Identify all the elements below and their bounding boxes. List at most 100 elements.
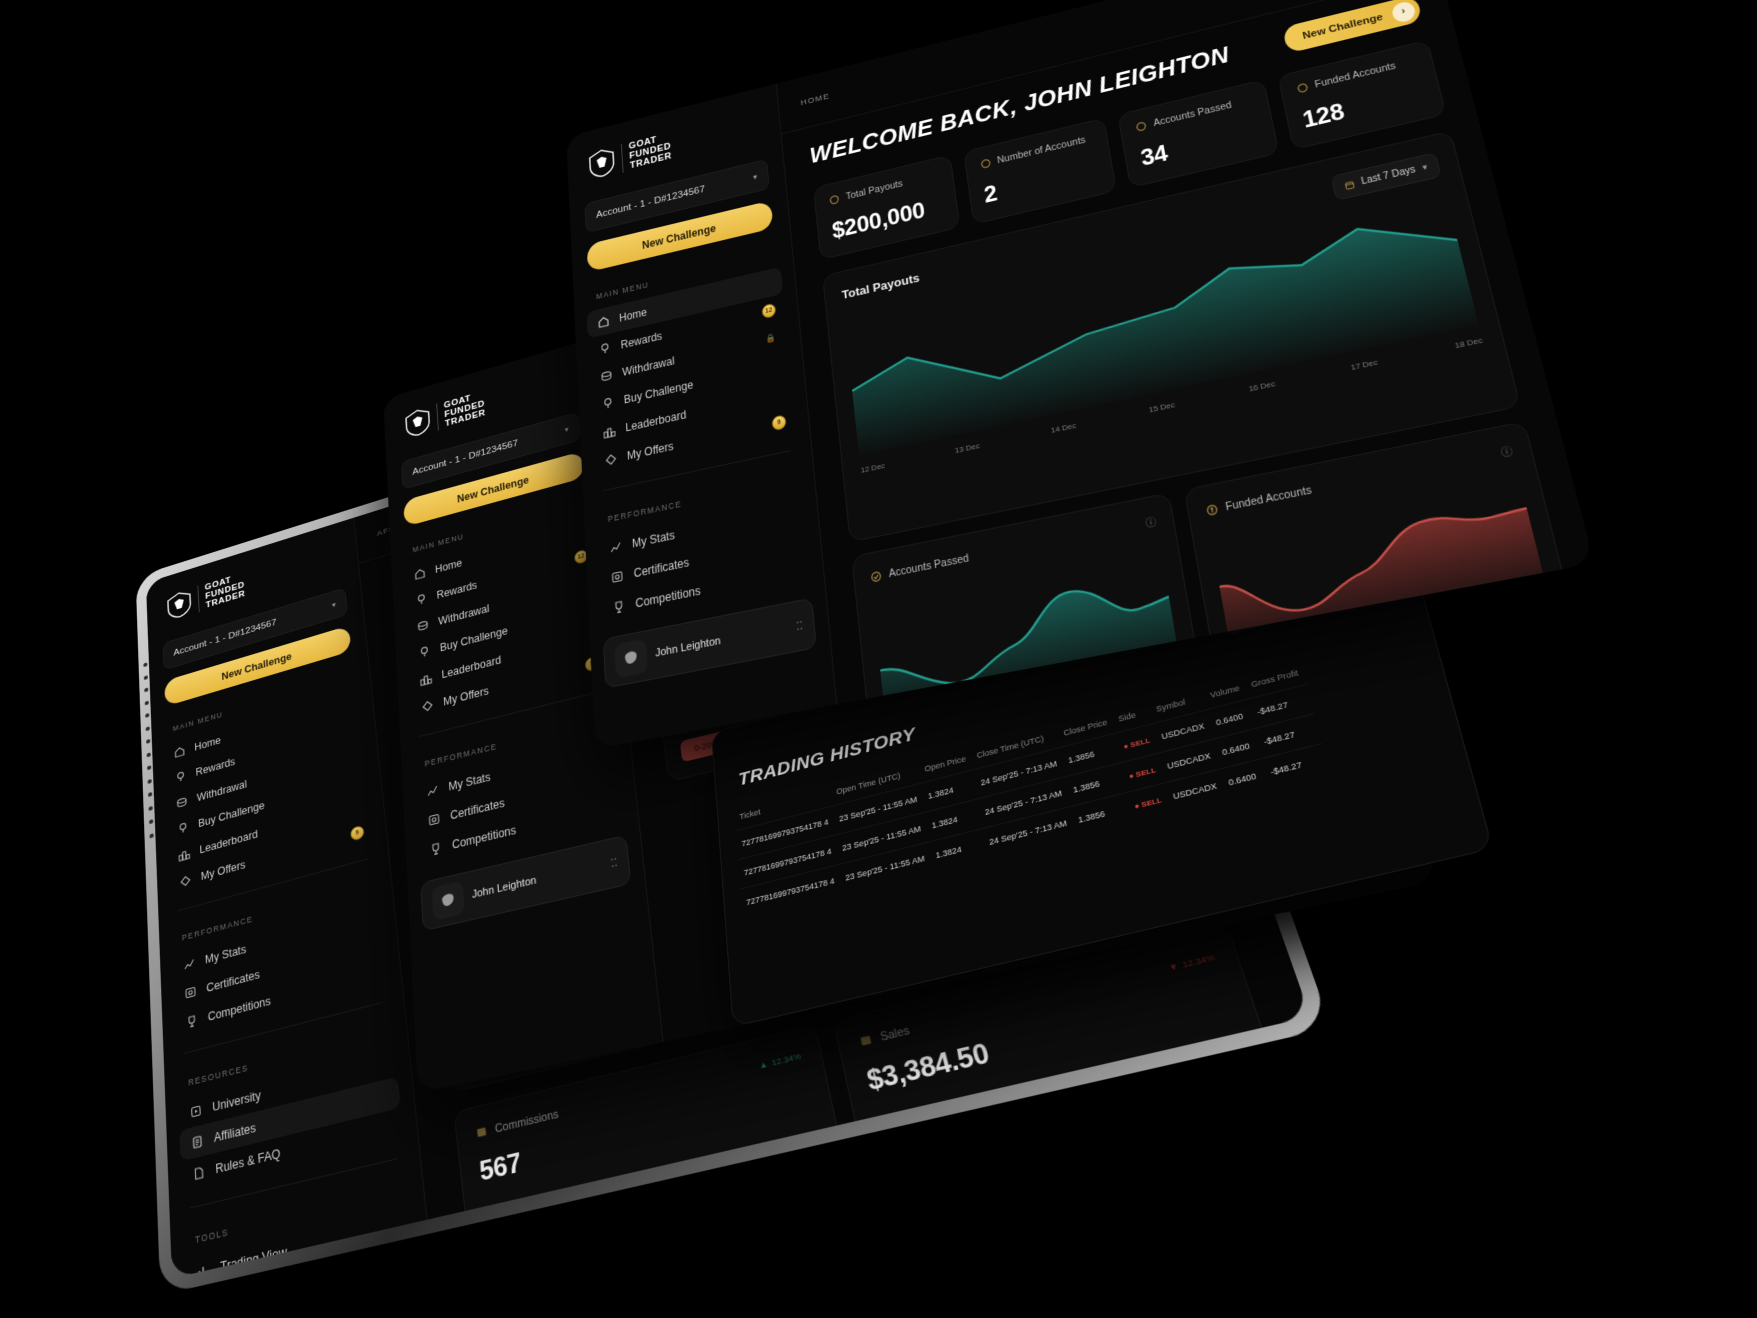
chart-bars-icon: [196, 1262, 210, 1279]
axis-tick: 15 Dec: [1148, 400, 1176, 415]
chart-title: Total Payouts: [841, 270, 921, 302]
avatar: [614, 638, 648, 679]
goat-shield-icon: [589, 146, 615, 179]
commissions-icon: [476, 1127, 487, 1138]
card-delta: ▲ 12.34%: [758, 1051, 802, 1071]
certificate-icon: [611, 568, 625, 584]
sidebar-item-label: University: [211, 1087, 262, 1114]
card-label: Sales: [879, 1023, 911, 1044]
more-options-icon[interactable]: ⁚⁚: [610, 856, 619, 870]
passed-icon: [1135, 120, 1148, 133]
chart-line-icon: [426, 782, 439, 798]
kpi-label: Accounts Passed: [1152, 99, 1233, 129]
user-chip[interactable]: John Leighton ⁚⁚: [602, 597, 817, 689]
kpi-card: Total Payouts $200,000: [812, 154, 960, 261]
certificate-icon: [427, 811, 440, 827]
brand-wordmark: GOAT FUNDED TRADER: [197, 571, 246, 613]
axis-tick: 17 Dec: [1349, 357, 1379, 373]
card-delta: ▼ 12.34%: [1167, 952, 1216, 974]
sidebar-item-label: Competitions: [451, 822, 517, 852]
info-icon[interactable]: ⓘ: [1145, 517, 1158, 531]
total-payouts-area-chart: [844, 182, 1479, 456]
card-label: Commissions: [494, 1107, 560, 1136]
trophy-icon: [185, 1013, 198, 1029]
sidebar-item-label: Withdrawal: [621, 354, 675, 379]
card-header: Sales: [857, 1023, 911, 1049]
card-label: Funded Accounts: [1224, 483, 1313, 513]
calendar-icon: [1343, 179, 1355, 190]
card-label: Accounts Passed: [888, 551, 970, 580]
panel-home-dashboard: GOAT FUNDED TRADER Account - 1 - D#1234567…: [566, 0, 1595, 750]
chart-line-icon: [183, 956, 196, 972]
card-header: Commissions: [474, 1107, 559, 1140]
accounts-icon: [979, 157, 992, 170]
card-header: Funded Accounts: [1205, 484, 1313, 517]
goat-shield-icon: [167, 589, 192, 621]
passed-icon: [870, 569, 883, 583]
coins-icon: [417, 618, 430, 633]
info-icon[interactable]: ⓘ: [1500, 446, 1515, 460]
sidebar-affiliate: GOAT FUNDED TRADER Account - 1 - D#1234567…: [145, 517, 428, 1279]
rewards-badge: 12: [761, 302, 777, 320]
accounts-passed-sparkline: [874, 555, 1182, 726]
tag-icon: [418, 644, 431, 659]
brand-wordmark: GOAT FUNDED TRADER: [620, 131, 672, 173]
avatar: [431, 880, 465, 921]
podium-icon: [178, 846, 190, 861]
sidebar-account: GOAT FUNDED TRADER Account - 1 - D#1234567…: [383, 340, 664, 1093]
sidebar-item-label: Rewards: [436, 578, 478, 601]
graduation-icon: [189, 1102, 202, 1119]
user-name: John Leighton: [471, 874, 537, 902]
account-select-value: Account - 1 - D#1234567: [595, 184, 706, 221]
chart-line-icon: [609, 539, 622, 555]
panel-account-overview: GOAT FUNDED TRADER Account - 1 - D#1234567…: [383, 157, 1439, 1093]
kpi-label: Funded Accounts: [1313, 60, 1397, 91]
chevron-down-icon: ▾: [331, 600, 337, 609]
document-icon: [192, 1164, 206, 1181]
podium-icon: [420, 671, 433, 686]
coins-icon: [176, 795, 188, 810]
more-options-icon[interactable]: ⁚⁚: [795, 619, 804, 633]
kpi-card: Accounts Passed 34: [1117, 79, 1280, 189]
offer-icon: [604, 451, 617, 467]
chevron-down-icon: ▾: [1421, 162, 1429, 173]
axis-tick: 18 Dec: [1453, 335, 1484, 351]
affiliate-icon: [191, 1133, 204, 1150]
home-icon: [414, 566, 426, 581]
total-payouts-chart-card: Total Payouts Last 7 Days ▾ 12 Dec 13 Dec…: [822, 130, 1521, 543]
brand-wordmark: GOAT FUNDED TRADER: [436, 389, 486, 431]
podium-icon: [603, 423, 616, 438]
user-chip[interactable]: John Leighton ⁚⁚: [420, 834, 632, 932]
sales-icon: [860, 1035, 872, 1046]
chevron-right-icon: ›: [1390, 0, 1417, 24]
sidebar-item-economic-calendar[interactable]: Economic Calendar: [187, 1273, 421, 1278]
tag-icon: [601, 395, 614, 410]
certificate-icon: [184, 984, 197, 1000]
trend-down-icon: ▼: [1167, 961, 1180, 974]
chevron-down-icon: ▾: [752, 171, 758, 182]
sidebar-item-competitions[interactable]: Competitions: [601, 553, 811, 625]
funded-icon: [1205, 502, 1220, 517]
kpi-label: Total Payouts: [845, 178, 904, 203]
sidebar-item-label: Rewards: [620, 329, 663, 351]
lock-icon: 🔒: [765, 332, 777, 344]
kpi-card: Funded Accounts 128: [1276, 39, 1447, 151]
coins-icon: [828, 193, 840, 206]
offers-badge: 9: [771, 414, 787, 432]
coins-icon: [600, 368, 613, 383]
goat-avatar-icon: [441, 892, 454, 908]
sidebar-item-label: Trading View: [219, 1243, 288, 1275]
home-icon: [174, 744, 186, 759]
card-header: Accounts Passed: [870, 552, 970, 584]
sidebar-item-label: My Stats: [448, 769, 491, 793]
trophy-icon: [429, 840, 442, 856]
kpi-card: Number of Accounts 2: [962, 117, 1117, 225]
sidebar-item-label: Affiliates: [213, 1120, 257, 1145]
sidebar-item-label: My Offers: [626, 439, 674, 463]
tag-icon: [599, 341, 612, 356]
home-icon: [597, 314, 610, 329]
offer-icon: [421, 698, 434, 713]
sidebar-item-label: My Stats: [204, 942, 247, 966]
